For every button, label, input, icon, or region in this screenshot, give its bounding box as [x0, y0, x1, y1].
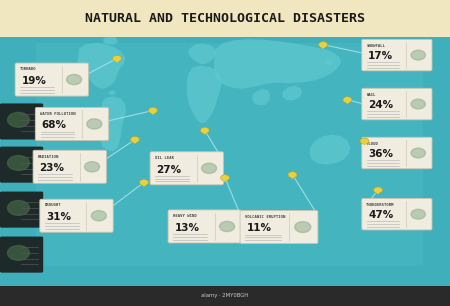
Text: HAIL: HAIL — [366, 93, 376, 97]
Bar — [36, 43, 423, 266]
Polygon shape — [104, 36, 118, 44]
Circle shape — [360, 138, 369, 144]
Circle shape — [91, 211, 106, 221]
FancyBboxPatch shape — [40, 199, 113, 232]
FancyBboxPatch shape — [240, 211, 318, 244]
Polygon shape — [99, 96, 126, 151]
Polygon shape — [222, 179, 228, 182]
Text: 17%: 17% — [368, 51, 393, 61]
Polygon shape — [325, 59, 333, 66]
FancyBboxPatch shape — [15, 63, 88, 96]
Text: NATURAL AND TECHNOLOGICAL DISASTERS: NATURAL AND TECHNOLOGICAL DISASTERS — [85, 13, 365, 25]
Circle shape — [220, 221, 234, 232]
Circle shape — [288, 172, 297, 178]
Polygon shape — [77, 43, 125, 89]
Bar — [0, 0, 450, 37]
Polygon shape — [375, 191, 381, 194]
Text: 68%: 68% — [41, 120, 67, 130]
Polygon shape — [108, 90, 116, 95]
Text: 23%: 23% — [40, 163, 64, 173]
Circle shape — [130, 136, 140, 143]
Polygon shape — [188, 43, 216, 64]
FancyBboxPatch shape — [168, 210, 241, 243]
Text: 31%: 31% — [46, 212, 71, 222]
Polygon shape — [132, 141, 138, 144]
Text: 19%: 19% — [22, 76, 46, 86]
Polygon shape — [283, 86, 302, 100]
Circle shape — [411, 99, 425, 109]
Polygon shape — [141, 184, 147, 187]
Polygon shape — [114, 60, 120, 63]
Circle shape — [67, 74, 81, 85]
Polygon shape — [187, 66, 221, 123]
Bar — [0, 286, 450, 306]
Circle shape — [343, 97, 352, 103]
Text: VOLCANIC ERUPTION: VOLCANIC ERUPTION — [245, 215, 285, 219]
Polygon shape — [252, 89, 270, 106]
Circle shape — [112, 55, 122, 62]
Text: TORNADO: TORNADO — [20, 67, 36, 71]
Polygon shape — [310, 135, 350, 165]
FancyBboxPatch shape — [150, 152, 223, 185]
Polygon shape — [344, 101, 351, 104]
Circle shape — [8, 245, 29, 260]
Circle shape — [200, 127, 209, 133]
Circle shape — [220, 175, 230, 181]
Circle shape — [411, 209, 425, 219]
Text: 13%: 13% — [175, 223, 199, 233]
Circle shape — [202, 163, 216, 174]
Circle shape — [85, 162, 99, 172]
Text: 24%: 24% — [368, 100, 393, 110]
Circle shape — [411, 50, 425, 60]
FancyBboxPatch shape — [362, 137, 432, 169]
Text: RADIATION: RADIATION — [38, 155, 59, 159]
Circle shape — [148, 107, 157, 114]
FancyBboxPatch shape — [362, 199, 432, 230]
Circle shape — [8, 155, 29, 170]
FancyBboxPatch shape — [362, 88, 432, 120]
FancyBboxPatch shape — [0, 103, 43, 140]
Text: DROUGHT: DROUGHT — [45, 203, 61, 207]
Text: alamy · 2MY0BGH: alamy · 2MY0BGH — [202, 293, 248, 298]
Circle shape — [374, 187, 382, 193]
FancyBboxPatch shape — [33, 150, 106, 183]
Text: 27%: 27% — [157, 165, 181, 174]
Text: SNOWFALL: SNOWFALL — [366, 44, 385, 48]
Text: 36%: 36% — [368, 149, 393, 159]
Polygon shape — [202, 132, 208, 135]
Circle shape — [87, 119, 102, 129]
Text: FLOOD: FLOOD — [366, 142, 378, 146]
FancyBboxPatch shape — [0, 147, 43, 183]
FancyBboxPatch shape — [362, 39, 432, 71]
Text: 11%: 11% — [247, 223, 271, 233]
FancyBboxPatch shape — [0, 192, 43, 228]
Circle shape — [319, 42, 328, 48]
Text: WATER POLLUTION: WATER POLLUTION — [40, 112, 76, 116]
Circle shape — [8, 200, 29, 215]
Polygon shape — [150, 112, 156, 115]
Circle shape — [8, 112, 29, 127]
Circle shape — [411, 148, 425, 158]
Polygon shape — [289, 176, 296, 179]
Circle shape — [295, 222, 311, 233]
Text: OIL LEAK: OIL LEAK — [155, 156, 174, 160]
Polygon shape — [320, 46, 326, 49]
Text: HEAVY WIND: HEAVY WIND — [173, 214, 196, 218]
Text: 47%: 47% — [368, 210, 393, 220]
Circle shape — [140, 179, 148, 185]
Polygon shape — [214, 39, 341, 89]
FancyBboxPatch shape — [35, 107, 109, 140]
Text: THUNDERSTORM: THUNDERSTORM — [366, 203, 395, 207]
Polygon shape — [361, 142, 368, 145]
FancyBboxPatch shape — [0, 237, 43, 273]
